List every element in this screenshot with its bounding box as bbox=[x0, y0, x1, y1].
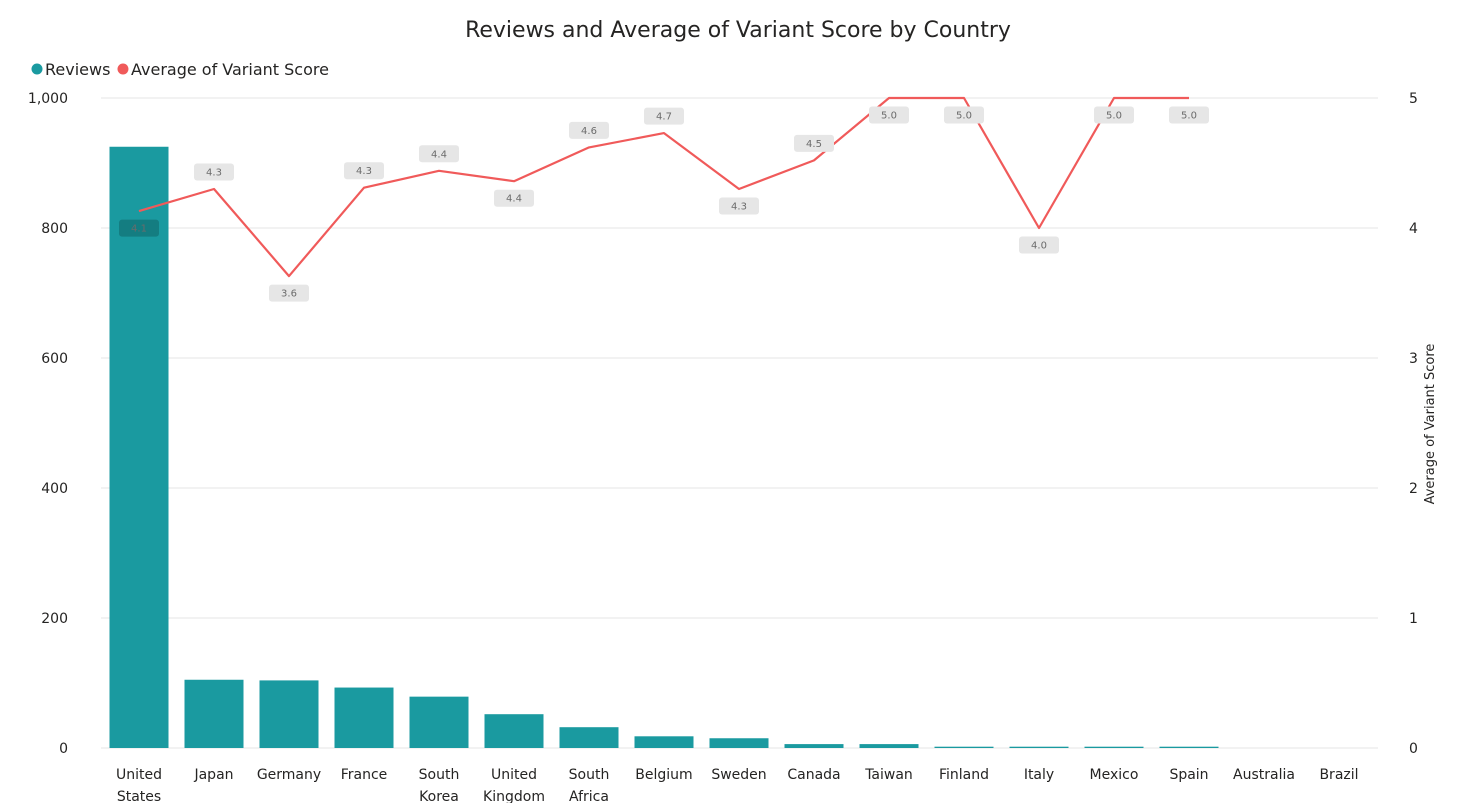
data-label: 4.1 bbox=[131, 224, 147, 235]
bar bbox=[1084, 746, 1144, 748]
x-tick-label: Japan bbox=[193, 767, 233, 783]
right-tick-label: 1 bbox=[1409, 611, 1418, 627]
data-label-box bbox=[944, 106, 984, 124]
legend-marker bbox=[31, 63, 43, 75]
left-tick-label: 400 bbox=[41, 481, 68, 497]
x-axis: United States Japan Germany France South Korea… bbox=[116, 767, 1359, 803]
data-label-box bbox=[194, 163, 234, 181]
chart-title: Reviews and Average of Variant Score by … bbox=[465, 18, 1011, 43]
bar bbox=[184, 679, 244, 748]
bar bbox=[109, 146, 169, 748]
x-tick-label: Brazil bbox=[1319, 767, 1358, 783]
x-tick-label: Canada bbox=[787, 767, 840, 783]
bar bbox=[1159, 746, 1219, 748]
left-tick-label: 600 bbox=[41, 351, 68, 367]
x-tick-label: Belgium bbox=[635, 767, 692, 783]
data-label-box bbox=[794, 134, 834, 152]
x-tick-label: Spain bbox=[1169, 767, 1208, 783]
right-tick-label: 4 bbox=[1409, 221, 1418, 237]
data-label: 4.5 bbox=[806, 139, 822, 150]
x-tick-label: Finland bbox=[939, 767, 989, 783]
right-axis: 0 1 2 3 4 5 bbox=[1409, 91, 1418, 757]
x-tick-label: Italy bbox=[1024, 767, 1054, 783]
data-label: 4.6 bbox=[581, 126, 597, 137]
data-label: 3.6 bbox=[281, 289, 297, 300]
data-label-box bbox=[569, 121, 609, 139]
legend-label: Reviews bbox=[45, 60, 110, 79]
x-tick-label: France bbox=[341, 767, 388, 783]
legend: Reviews Average of Variant Score bbox=[31, 60, 329, 79]
left-tick-label: 200 bbox=[41, 611, 68, 627]
left-axis: 0 200 400 600 800 1,000 bbox=[28, 91, 68, 757]
right-tick-label: 5 bbox=[1409, 91, 1418, 107]
data-label-box bbox=[269, 284, 309, 302]
bar bbox=[634, 736, 694, 748]
x-tick-label: Sweden bbox=[711, 767, 766, 783]
data-label: 4.3 bbox=[356, 166, 372, 177]
data-label: 4.7 bbox=[656, 112, 672, 123]
bar bbox=[259, 680, 319, 748]
data-label-box bbox=[719, 197, 759, 215]
bar bbox=[859, 744, 919, 748]
bar bbox=[934, 746, 994, 748]
right-axis-title: Average of Variant Score bbox=[1423, 344, 1438, 505]
left-tick-label: 800 bbox=[41, 221, 68, 237]
data-label: 5.0 bbox=[956, 111, 972, 122]
data-label: 5.0 bbox=[1106, 111, 1122, 122]
x-tick-label: United Kingdom bbox=[483, 767, 545, 803]
legend-marker bbox=[117, 63, 129, 75]
x-tick-label: United States bbox=[116, 767, 162, 803]
data-label-box bbox=[419, 145, 459, 163]
x-tick-label: South Africa bbox=[569, 767, 610, 803]
right-tick-label: 2 bbox=[1409, 481, 1418, 497]
score-line bbox=[138, 96, 1189, 278]
bar bbox=[784, 744, 844, 748]
data-label-box bbox=[644, 107, 684, 125]
data-label: 4.4 bbox=[431, 149, 447, 160]
data-label-box bbox=[1094, 106, 1134, 124]
left-tick-label: 1,000 bbox=[28, 91, 68, 107]
right-tick-label: 3 bbox=[1409, 351, 1418, 367]
x-tick-label: Germany bbox=[257, 767, 321, 783]
data-label: 5.0 bbox=[881, 111, 897, 122]
data-label-box bbox=[1019, 236, 1059, 254]
data-label-box bbox=[869, 106, 909, 124]
data-label-box bbox=[494, 189, 534, 207]
data-label: 4.3 bbox=[206, 168, 222, 179]
legend-label: Average of Variant Score bbox=[131, 60, 329, 79]
left-tick-label: 0 bbox=[59, 741, 68, 757]
line-series-average-score: 4.1 4.3 3.6 4.3 4.4 4.4 4.6 4.7 4.3 4.5 5.0 5.0 4.0 5… bbox=[119, 96, 1209, 302]
x-tick-label: Taiwan bbox=[864, 767, 913, 783]
bar-series-reviews bbox=[109, 146, 1219, 748]
x-tick-label: Mexico bbox=[1090, 767, 1139, 783]
right-tick-label: 0 bbox=[1409, 741, 1418, 757]
data-label-box bbox=[344, 162, 384, 180]
data-label-box bbox=[119, 219, 159, 237]
bar bbox=[1009, 746, 1069, 748]
data-label: 5.0 bbox=[1181, 111, 1197, 122]
data-label: 4.3 bbox=[731, 202, 747, 213]
x-tick-label: Australia bbox=[1233, 767, 1295, 783]
bar bbox=[409, 696, 469, 748]
data-label: 4.0 bbox=[1031, 241, 1047, 252]
gridlines bbox=[101, 97, 1378, 749]
data-label-box bbox=[1169, 106, 1209, 124]
bar bbox=[334, 687, 394, 748]
x-tick-label: South Korea bbox=[419, 767, 460, 803]
bar bbox=[559, 727, 619, 748]
bar bbox=[484, 714, 544, 748]
data-label: 4.4 bbox=[506, 194, 522, 205]
bar bbox=[709, 738, 769, 748]
